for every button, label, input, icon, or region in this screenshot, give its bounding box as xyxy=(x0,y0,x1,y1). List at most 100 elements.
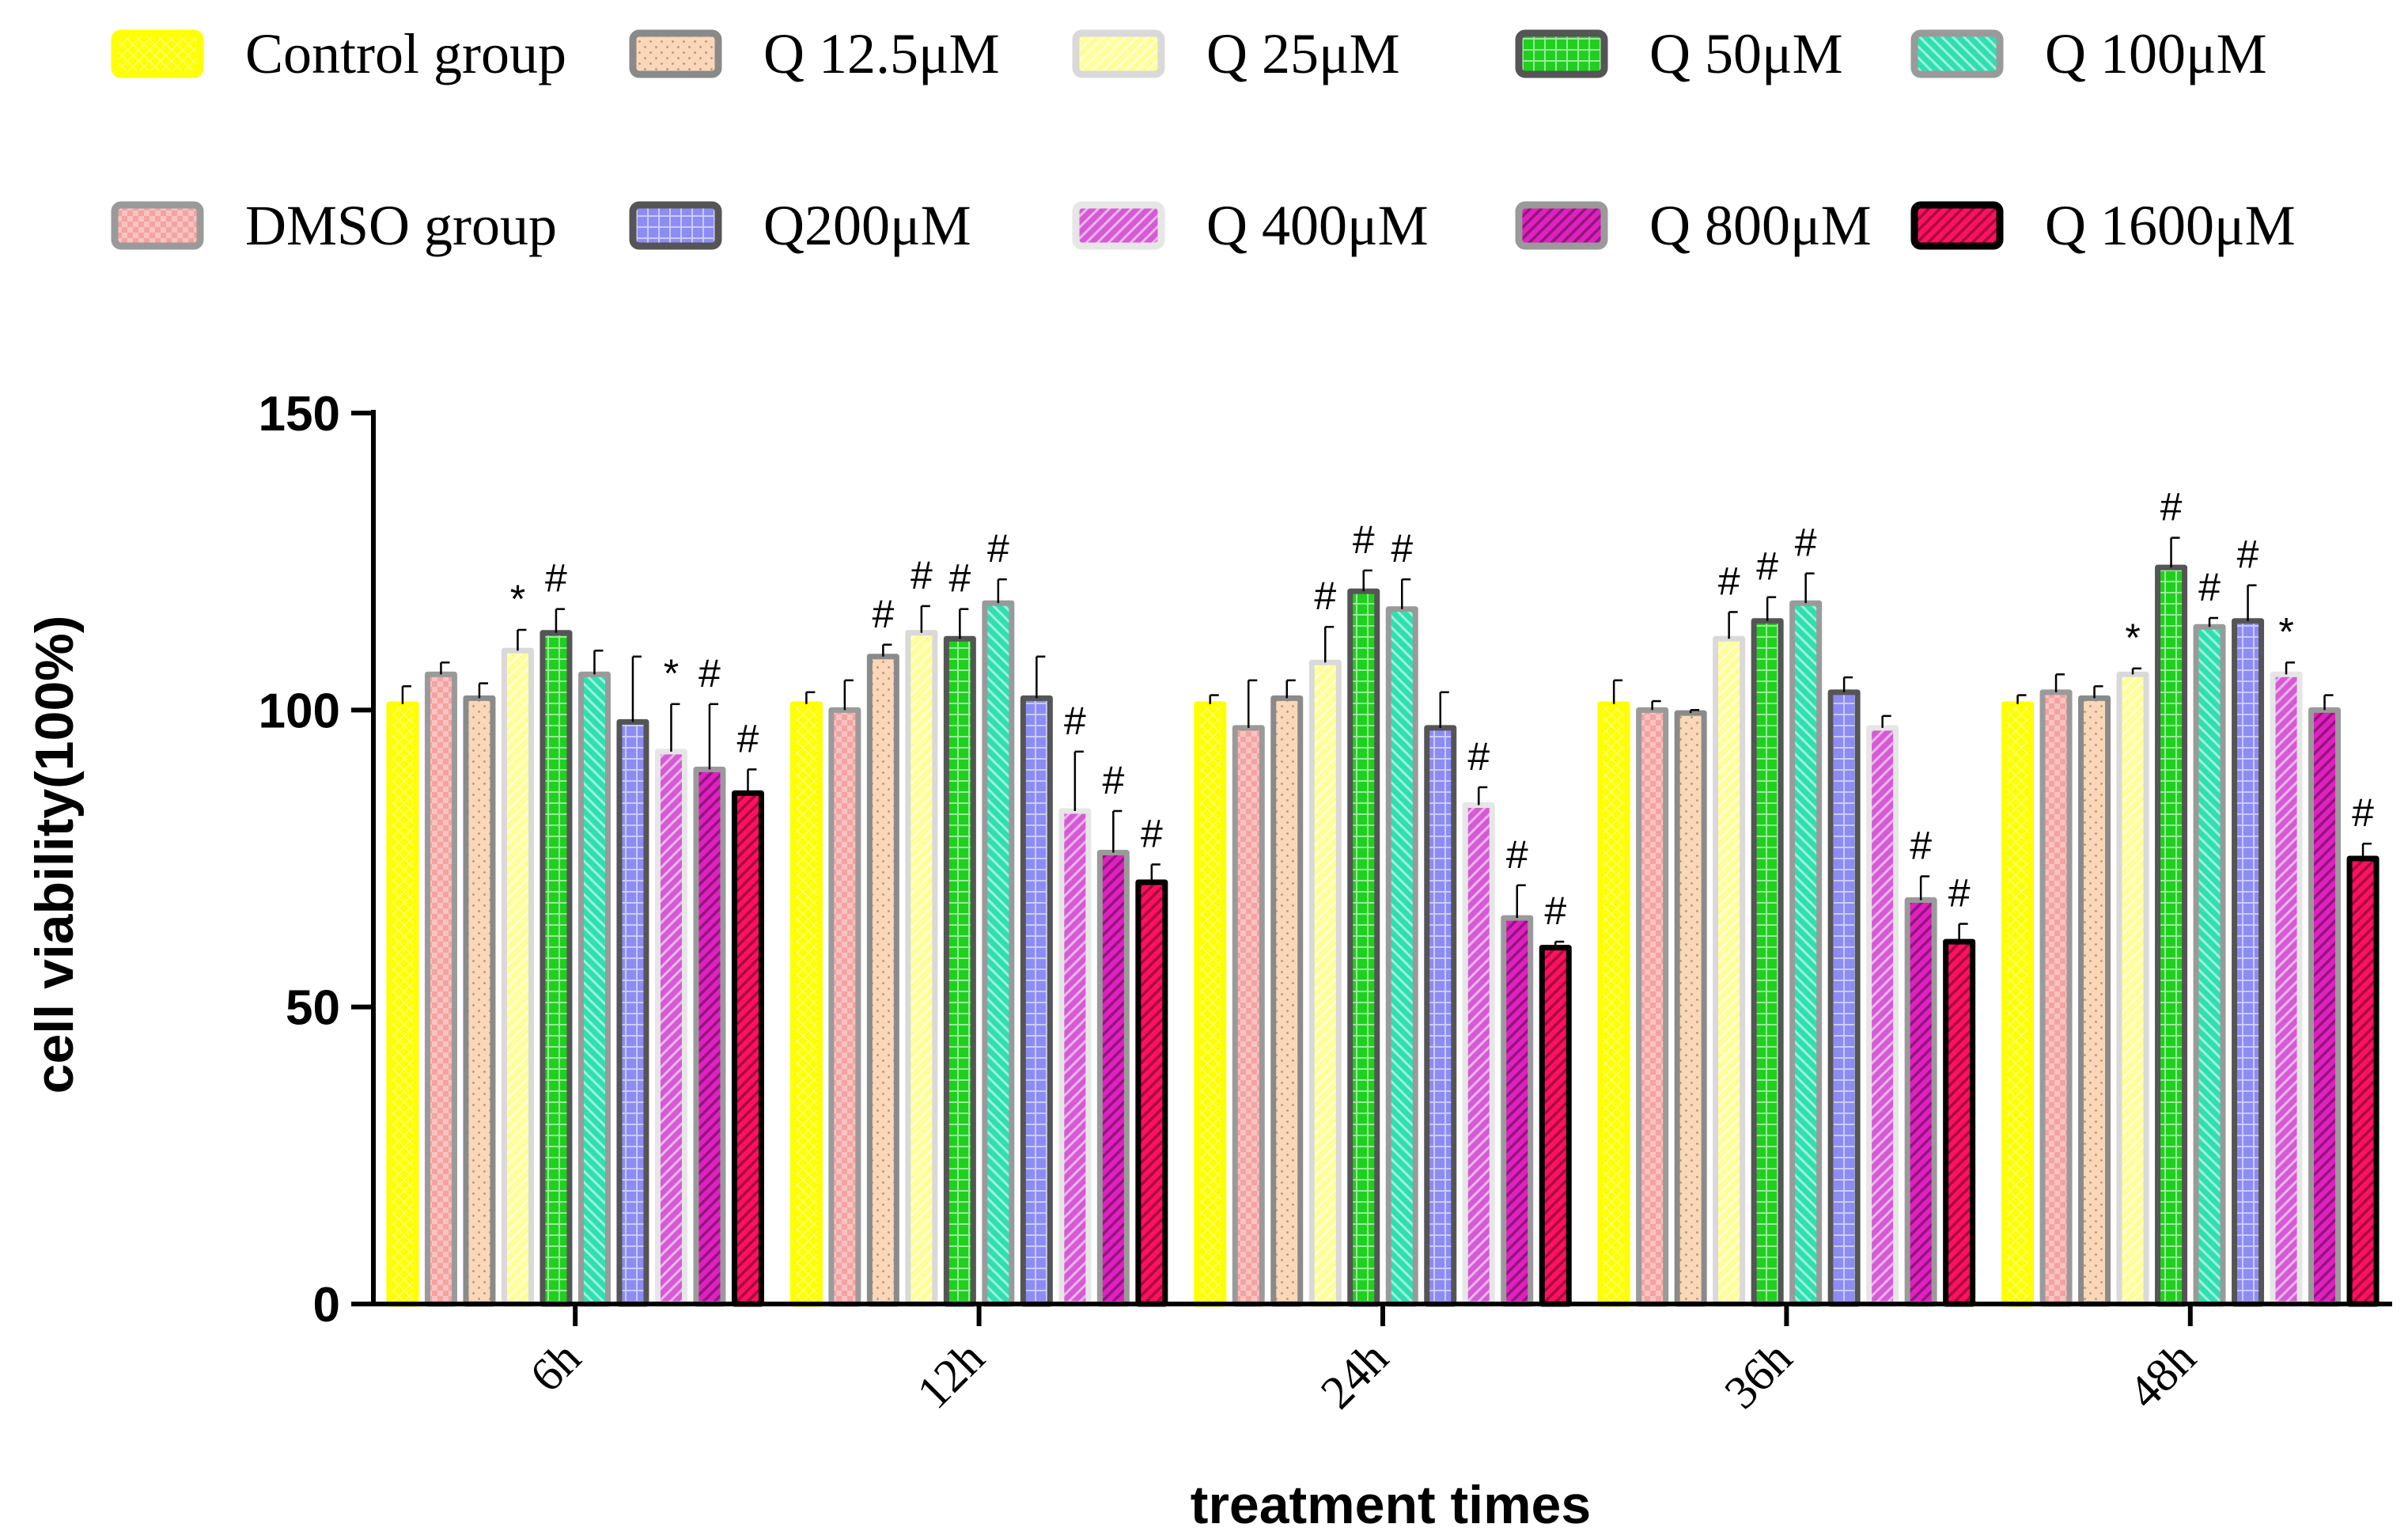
significance-mark: # xyxy=(1353,517,1375,562)
bar xyxy=(2270,671,2303,1307)
bar xyxy=(577,671,611,1307)
significance-mark: # xyxy=(1314,574,1336,618)
significance-mark: # xyxy=(1910,824,1932,868)
bar xyxy=(1751,618,1784,1307)
bar xyxy=(866,654,899,1307)
bar xyxy=(2308,707,2342,1307)
legend-swatch xyxy=(111,201,204,250)
x-tick-label: 6h xyxy=(520,1332,590,1402)
bar xyxy=(1539,945,1572,1307)
bar xyxy=(1789,600,1823,1307)
legend-item: Q 12.5μM xyxy=(629,22,1000,85)
legend-swatch xyxy=(1515,29,1608,78)
bar xyxy=(1713,635,1746,1307)
bar xyxy=(1194,701,1227,1307)
significance-mark: # xyxy=(699,651,721,696)
significance-mark: # xyxy=(987,526,1009,570)
plot-area: * # * # # # # # # # # # # # # # # # # # # # # * # # # * # xyxy=(386,485,2380,1307)
legend-item: Q 25μM xyxy=(1072,22,1400,85)
legend-label: Q200μM xyxy=(763,194,971,257)
legend-swatch xyxy=(1515,201,1608,250)
bar xyxy=(1270,695,1304,1307)
legend-swatch xyxy=(1910,29,2004,78)
x-tick-label: 48h xyxy=(2118,1332,2205,1419)
y-tick-label: 0 xyxy=(313,1278,340,1332)
significance-mark: # xyxy=(1506,832,1528,877)
significance-mark: # xyxy=(1756,544,1778,589)
significance-mark: # xyxy=(1795,521,1817,565)
legend-label: Q 1600μM xyxy=(2045,194,2296,257)
significance-mark: # xyxy=(545,556,567,601)
legend-label: Q 12.5μM xyxy=(763,22,1000,85)
bar xyxy=(1135,879,1168,1307)
bar xyxy=(789,701,823,1307)
significance-mark: # xyxy=(1141,812,1163,856)
bar-group: # # # # # # # xyxy=(789,526,1168,1307)
y-tick-label: 50 xyxy=(286,981,340,1036)
bar-group: # # # # # # xyxy=(1194,517,1572,1307)
bar xyxy=(1597,701,1630,1307)
significance-mark: # xyxy=(1718,559,1740,603)
legend-swatch xyxy=(629,29,722,78)
bar xyxy=(2155,564,2188,1307)
bar xyxy=(982,600,1015,1307)
bar xyxy=(1827,689,1861,1307)
bar xyxy=(2001,701,2035,1307)
bar xyxy=(2116,671,2149,1307)
bar xyxy=(2078,695,2111,1307)
legend-item: Q 100μM xyxy=(1910,22,2267,85)
bar xyxy=(1096,849,1130,1307)
significance-mark: * xyxy=(2278,609,2293,654)
bar-group: * # * # # xyxy=(386,556,764,1307)
bar xyxy=(1385,606,1418,1307)
bar xyxy=(386,701,419,1307)
bar xyxy=(424,671,457,1307)
legend-label: Q 100μM xyxy=(2045,22,2267,85)
x-tick-label: 36h xyxy=(1714,1332,1801,1419)
legend: Control group Q 12.5μM Q 25μM Q 50μM Q 100μM… xyxy=(111,22,2296,257)
significance-mark: # xyxy=(1064,699,1086,743)
significance-mark: # xyxy=(911,553,933,597)
bar xyxy=(1347,588,1380,1307)
bar xyxy=(616,718,649,1307)
y-tick-label: 150 xyxy=(259,387,340,442)
bar xyxy=(1020,695,1053,1307)
bar xyxy=(1058,808,1092,1307)
legend-swatch xyxy=(1910,201,2004,250)
bar xyxy=(463,695,496,1307)
bar xyxy=(2346,855,2380,1307)
bar xyxy=(1636,707,1669,1307)
legend-label: DMSO group xyxy=(245,194,557,257)
significance-mark: # xyxy=(2160,485,2183,529)
bar xyxy=(1462,802,1495,1307)
bar xyxy=(1232,725,1265,1307)
y-axis-title: cell viability(100%) xyxy=(25,616,85,1094)
bar-group: * # # # * # xyxy=(2001,485,2380,1307)
bar xyxy=(1943,938,1976,1307)
significance-mark: # xyxy=(872,592,894,636)
significance-mark: # xyxy=(1467,734,1490,779)
legend-item: Q200μM xyxy=(629,194,971,257)
bar xyxy=(1866,725,1899,1307)
significance-mark: # xyxy=(1544,889,1566,933)
significance-mark: # xyxy=(2237,533,2259,577)
bar xyxy=(501,647,534,1307)
bar xyxy=(540,630,573,1307)
bar xyxy=(1501,915,1534,1307)
legend-item: Control group xyxy=(111,22,566,85)
legend-swatch xyxy=(629,201,722,250)
significance-mark: # xyxy=(1391,526,1413,570)
significance-mark: * xyxy=(664,651,679,696)
legend-label: Q 25μM xyxy=(1206,22,1400,85)
y-tick-label: 100 xyxy=(259,684,340,738)
bar-group: # # # # # xyxy=(1597,521,1976,1307)
significance-mark: # xyxy=(1948,871,1971,915)
significance-mark: # xyxy=(1102,758,1124,802)
legend-label: Control group xyxy=(245,22,566,85)
legend-swatch xyxy=(111,29,204,78)
legend-label: Q 50μM xyxy=(1649,22,1843,85)
legend-item: Q 800μM xyxy=(1515,194,1872,257)
legend-item: Q 400μM xyxy=(1072,194,1429,257)
x-tick-label: 24h xyxy=(1311,1332,1398,1419)
